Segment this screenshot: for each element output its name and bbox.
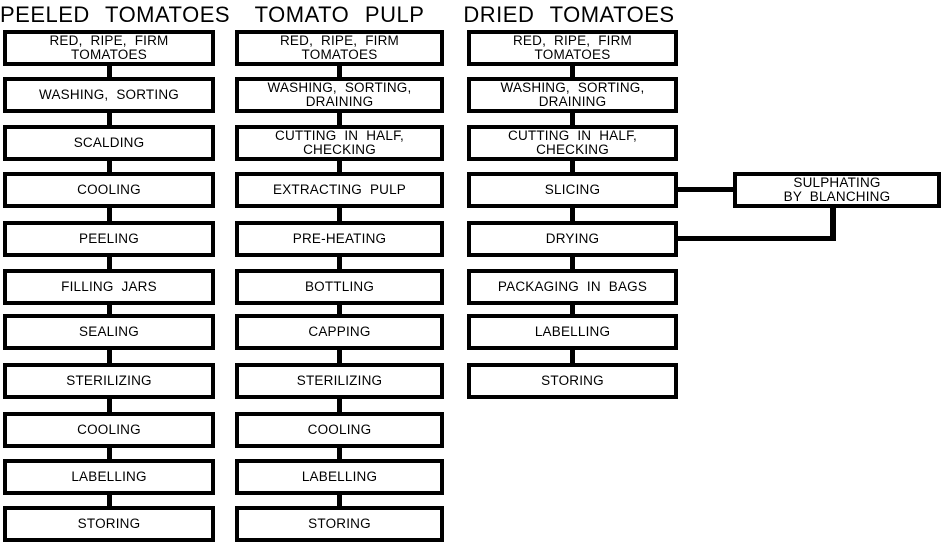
flow-step-slicing: SLICING: [467, 172, 678, 208]
flow-step: STORING: [3, 506, 215, 542]
flow-step: WASHING, SORTING, DRAINING: [467, 77, 678, 113]
flow-step: FILLING JARS: [3, 269, 215, 305]
connector-line-sulphating-to-drying: [674, 236, 836, 241]
connector-line-column3: [570, 45, 575, 373]
flow-step: SCALDING: [3, 125, 215, 161]
flow-step: PEELING: [3, 221, 215, 257]
flow-step: STERILIZING: [235, 363, 444, 399]
flow-step-drying: DRYING: [467, 221, 678, 257]
flow-step-sulphating: SULPHATING BY BLANCHING: [733, 172, 941, 208]
flow-step: COOLING: [235, 412, 444, 448]
flow-step: LABELLING: [467, 314, 678, 350]
flow-step: LABELLING: [3, 459, 215, 495]
connector-line-sulphating-down: [830, 204, 836, 241]
flow-step: COOLING: [3, 412, 215, 448]
flow-step: RED, RIPE, FIRM TOMATOES: [467, 30, 678, 66]
flow-step: LABELLING: [235, 459, 444, 495]
flow-step: STORING: [235, 506, 444, 542]
flow-step: EXTRACTING PULP: [235, 172, 444, 208]
flow-step: RED, RIPE, FIRM TOMATOES: [235, 30, 444, 66]
flow-step: WASHING, SORTING, DRAINING: [235, 77, 444, 113]
flow-step: WASHING, SORTING: [3, 77, 215, 113]
flow-step: BOTTLING: [235, 269, 444, 305]
flow-step: PRE-HEATING: [235, 221, 444, 257]
flow-step: RED, RIPE, FIRM TOMATOES: [3, 30, 215, 66]
flow-step: SEALING: [3, 314, 215, 350]
flow-step: COOLING: [3, 172, 215, 208]
flow-step: STERILIZING: [3, 363, 215, 399]
column-title-tomato-pulp: TOMATO PULP: [254, 2, 425, 27]
flow-step: PACKAGING IN BAGS: [467, 269, 678, 305]
flow-step: CUTTING IN HALF, CHECKING: [467, 125, 678, 161]
flow-step: CUTTING IN HALF, CHECKING: [235, 125, 444, 161]
column-title-dried-tomatoes: DRIED TOMATOES: [463, 2, 675, 27]
flow-step: STORING: [467, 363, 678, 399]
column-title-peeled-tomatoes: PEELED TOMATOES: [0, 2, 231, 27]
flow-step: CAPPING: [235, 314, 444, 350]
connector-line-slicing-to-sulphating: [674, 187, 733, 192]
